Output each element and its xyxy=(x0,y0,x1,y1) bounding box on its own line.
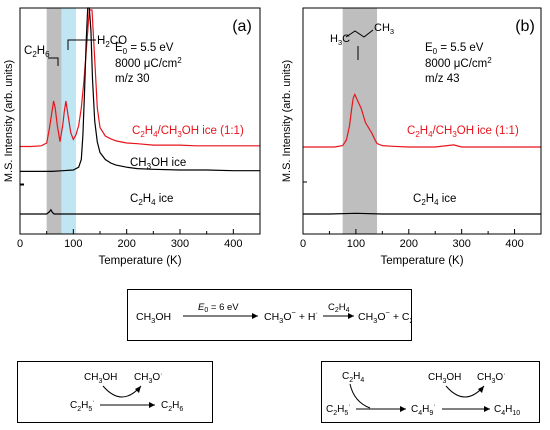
x-tick-label-b-200: 200 xyxy=(400,238,418,250)
svg-text:CH3: CH3 xyxy=(374,22,394,36)
annotation-h2co: H2CO xyxy=(97,35,127,49)
x-tick-label-a-400: 400 xyxy=(224,238,242,250)
bracket-h2co xyxy=(67,39,96,50)
x-tick-label-b-0: 0 xyxy=(300,238,306,250)
x-tick-label-b-300: 300 xyxy=(452,238,470,250)
bracket-c2h6 xyxy=(48,57,59,66)
x-axis-label-b: Temperature (K) xyxy=(380,255,463,267)
series-label-b-c2h4: C2H4 ice xyxy=(413,193,456,207)
plot-frame-b xyxy=(302,7,542,235)
x-tick-label-b-100: 100 xyxy=(347,238,365,250)
x-axis-label-a: Temperature (K) xyxy=(98,255,181,267)
left-over-product: CH3O· xyxy=(134,371,162,385)
series-line-a-2 xyxy=(20,208,260,215)
series-label-a-mixture: C2H4/CH3OH ice (1:1) xyxy=(132,125,244,139)
series-line-b-1 xyxy=(303,212,541,215)
shaded-region-butane xyxy=(342,8,378,234)
main-reactant: CH3OH xyxy=(136,311,171,325)
main-arrow-label: E0 = 6 eV xyxy=(198,302,239,314)
annotation-c2h6: C2H6 xyxy=(24,45,50,59)
panel-label-a: (a) xyxy=(232,18,252,35)
y-axis-label-b: M.S. Intensity (arb. units) xyxy=(281,60,293,182)
left-curved-arrow-icon xyxy=(102,385,142,398)
right-product: C4H10 xyxy=(494,404,520,417)
scheme-left-equation: CH3OH CH3O· C2H5· C2H6 xyxy=(70,371,183,413)
mass-param-b: m/z 43 xyxy=(425,73,460,85)
left-reactant: C2H5· xyxy=(70,398,95,413)
right-curved-arrow-icon xyxy=(445,385,485,398)
scheme-main-box: CH3OH E0 = 6 eV CH3O− + H· C2H4 CH3O− + … xyxy=(127,289,412,341)
series-line-a-1 xyxy=(20,7,260,172)
plot-frame-a xyxy=(19,7,261,235)
series-label-b-mixture: C2H4/CH3OH ice (1:1) xyxy=(407,125,519,139)
energy-param-a: E0 = 5.5 eV xyxy=(115,42,174,56)
right-intermediate: C4H9· xyxy=(411,402,436,417)
right-over-reagent: CH3OH xyxy=(428,372,461,385)
svg-text:H3C: H3C xyxy=(330,33,350,47)
fluence-param-a: 8000 μC/cm2 xyxy=(115,56,182,70)
series-line-a-0 xyxy=(20,9,260,148)
mass-param-a: m/z 30 xyxy=(115,73,150,85)
x-tick-label-a-200: 200 xyxy=(117,238,135,250)
x-tick-label-b-400: 400 xyxy=(505,238,523,250)
right-reagent-arrow-icon xyxy=(349,383,371,409)
series-label-a-ch3oh: CH3OH ice xyxy=(130,157,186,171)
x-tick-label-a-0: 0 xyxy=(17,238,23,250)
chart-panel-a: 0 100 200 300 400 (a) Temperature (K) M.S. I… xyxy=(3,7,261,267)
series-label-a-c2h4: C2H4 ice xyxy=(130,193,173,207)
energy-param-b: E0 = 5.5 eV xyxy=(425,42,484,56)
scheme-left-box: CH3OH CH3O· C2H5· C2H6 xyxy=(17,361,213,423)
panel-label-b: (b) xyxy=(515,18,535,35)
x-tick-label-a-100: 100 xyxy=(64,238,82,250)
left-product: C2H6 xyxy=(161,400,183,413)
scheme-right-equation: C2H4 CH3OH CH3O· C2H5· C4H9· C4H10 xyxy=(326,371,520,417)
left-over-reagent: CH3OH xyxy=(84,372,117,385)
series-line-b-0 xyxy=(303,93,541,148)
fluence-param-b: 8000 μC/cm2 xyxy=(425,56,492,70)
x-tick-label-a-300: 300 xyxy=(171,238,189,250)
butane-structure-icon: H3C CH3 xyxy=(330,22,394,60)
right-reactant: C2H5· xyxy=(326,402,351,417)
chart-panel-b: 0 100 200 300 400 (b) Temperature (K) M.S. I… xyxy=(281,7,542,267)
shaded-region-c2h6 xyxy=(46,8,62,234)
main-intermediate: CH3O− + H· xyxy=(264,308,318,325)
main-product: CH3O− + C2H5· xyxy=(358,308,411,325)
scheme-main-equation: CH3OH E0 = 6 eV CH3O− + H· C2H4 CH3O− + … xyxy=(136,302,411,325)
right-reagent: C2H4 xyxy=(342,371,364,384)
y-axis-label-a: M.S. Intensity (arb. units) xyxy=(3,60,15,182)
main-second-arrow-label: C2H4 xyxy=(328,302,350,314)
scheme-right-box: C2H4 CH3OH CH3O· C2H5· C4H9· C4H10 xyxy=(321,361,540,423)
right-over-product: CH3O· xyxy=(477,371,505,385)
